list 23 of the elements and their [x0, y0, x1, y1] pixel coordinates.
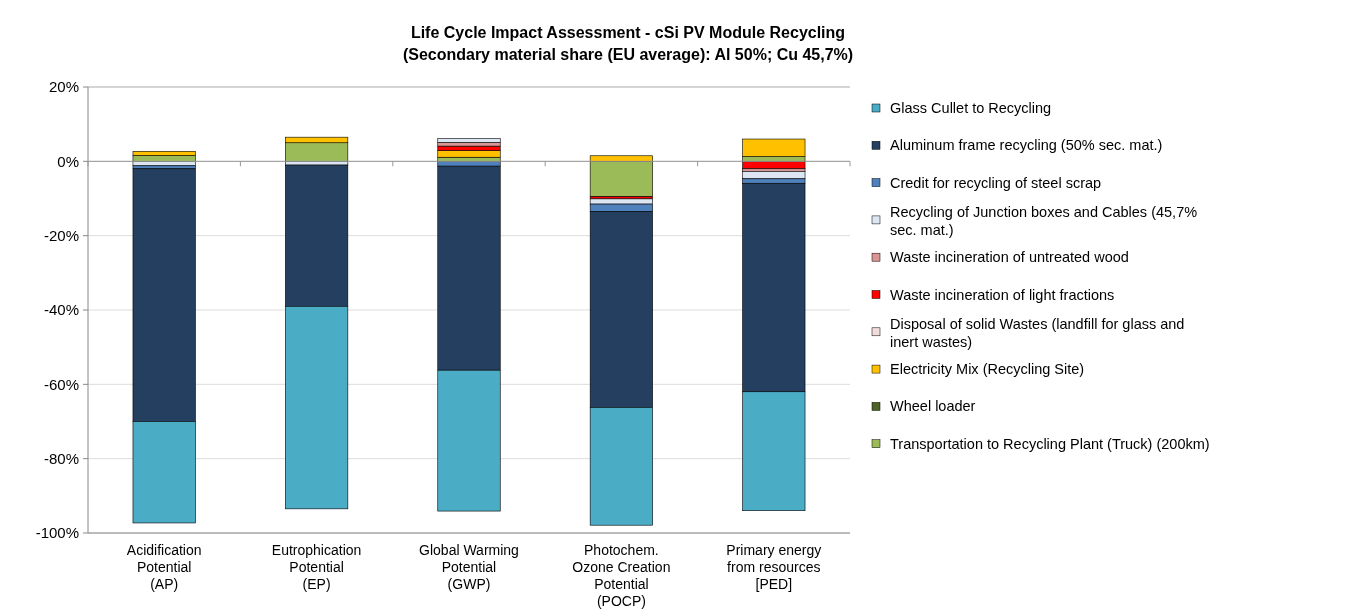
y-tick-label: -40%: [43, 301, 79, 319]
x-tick-label: Global Warming Potential (GWP): [419, 542, 519, 592]
legend-label: Waste incineration of light fractions: [890, 286, 1115, 303]
legend-label: Waste incineration of untreated wood: [890, 249, 1129, 266]
legend-label: Wheel loader: [890, 398, 976, 415]
chart-title: Life Cycle Impact Assessment - cSi PV Module Recycling (Secondary material share (EU average): Al 50%; Cu 45,7%): [402, 24, 854, 63]
y-tick-label: -60%: [43, 375, 79, 393]
y-tick-label: 0%: [57, 152, 79, 170]
y-tick-label: -20%: [43, 226, 79, 244]
legend-label: Recycling of Junction boxes and Cables (45,7% sec. mat.): [890, 203, 1198, 238]
legend-label: Transportation to Recycling Plant (Truck) (200km): [890, 435, 1210, 452]
y-tick-label: -100%: [35, 524, 79, 542]
legend-label: Credit for recycling of steel scrap: [890, 174, 1102, 191]
legend-label: Aluminum frame recycling (50% sec. mat.): [890, 137, 1163, 154]
x-tick-label: Acidification Potential (AP): [126, 542, 202, 592]
x-tick-label: Photochem. Ozone Creation Potential (POCP): [572, 542, 671, 609]
legend-label: Glass Cullet to Recycling: [890, 100, 1052, 117]
y-tick-label: 20%: [48, 78, 79, 96]
legend-label: Electricity Mix (Recycling Site): [890, 361, 1085, 378]
x-tick-label: Eutrophication Potential (EP): [271, 542, 362, 592]
y-tick-label: -80%: [43, 449, 79, 467]
x-tick-label: Primary energy from resources [PED]: [726, 542, 822, 592]
legend-label: Disposal of solid Wastes (landfill for glass and inert wastes): [890, 315, 1185, 350]
